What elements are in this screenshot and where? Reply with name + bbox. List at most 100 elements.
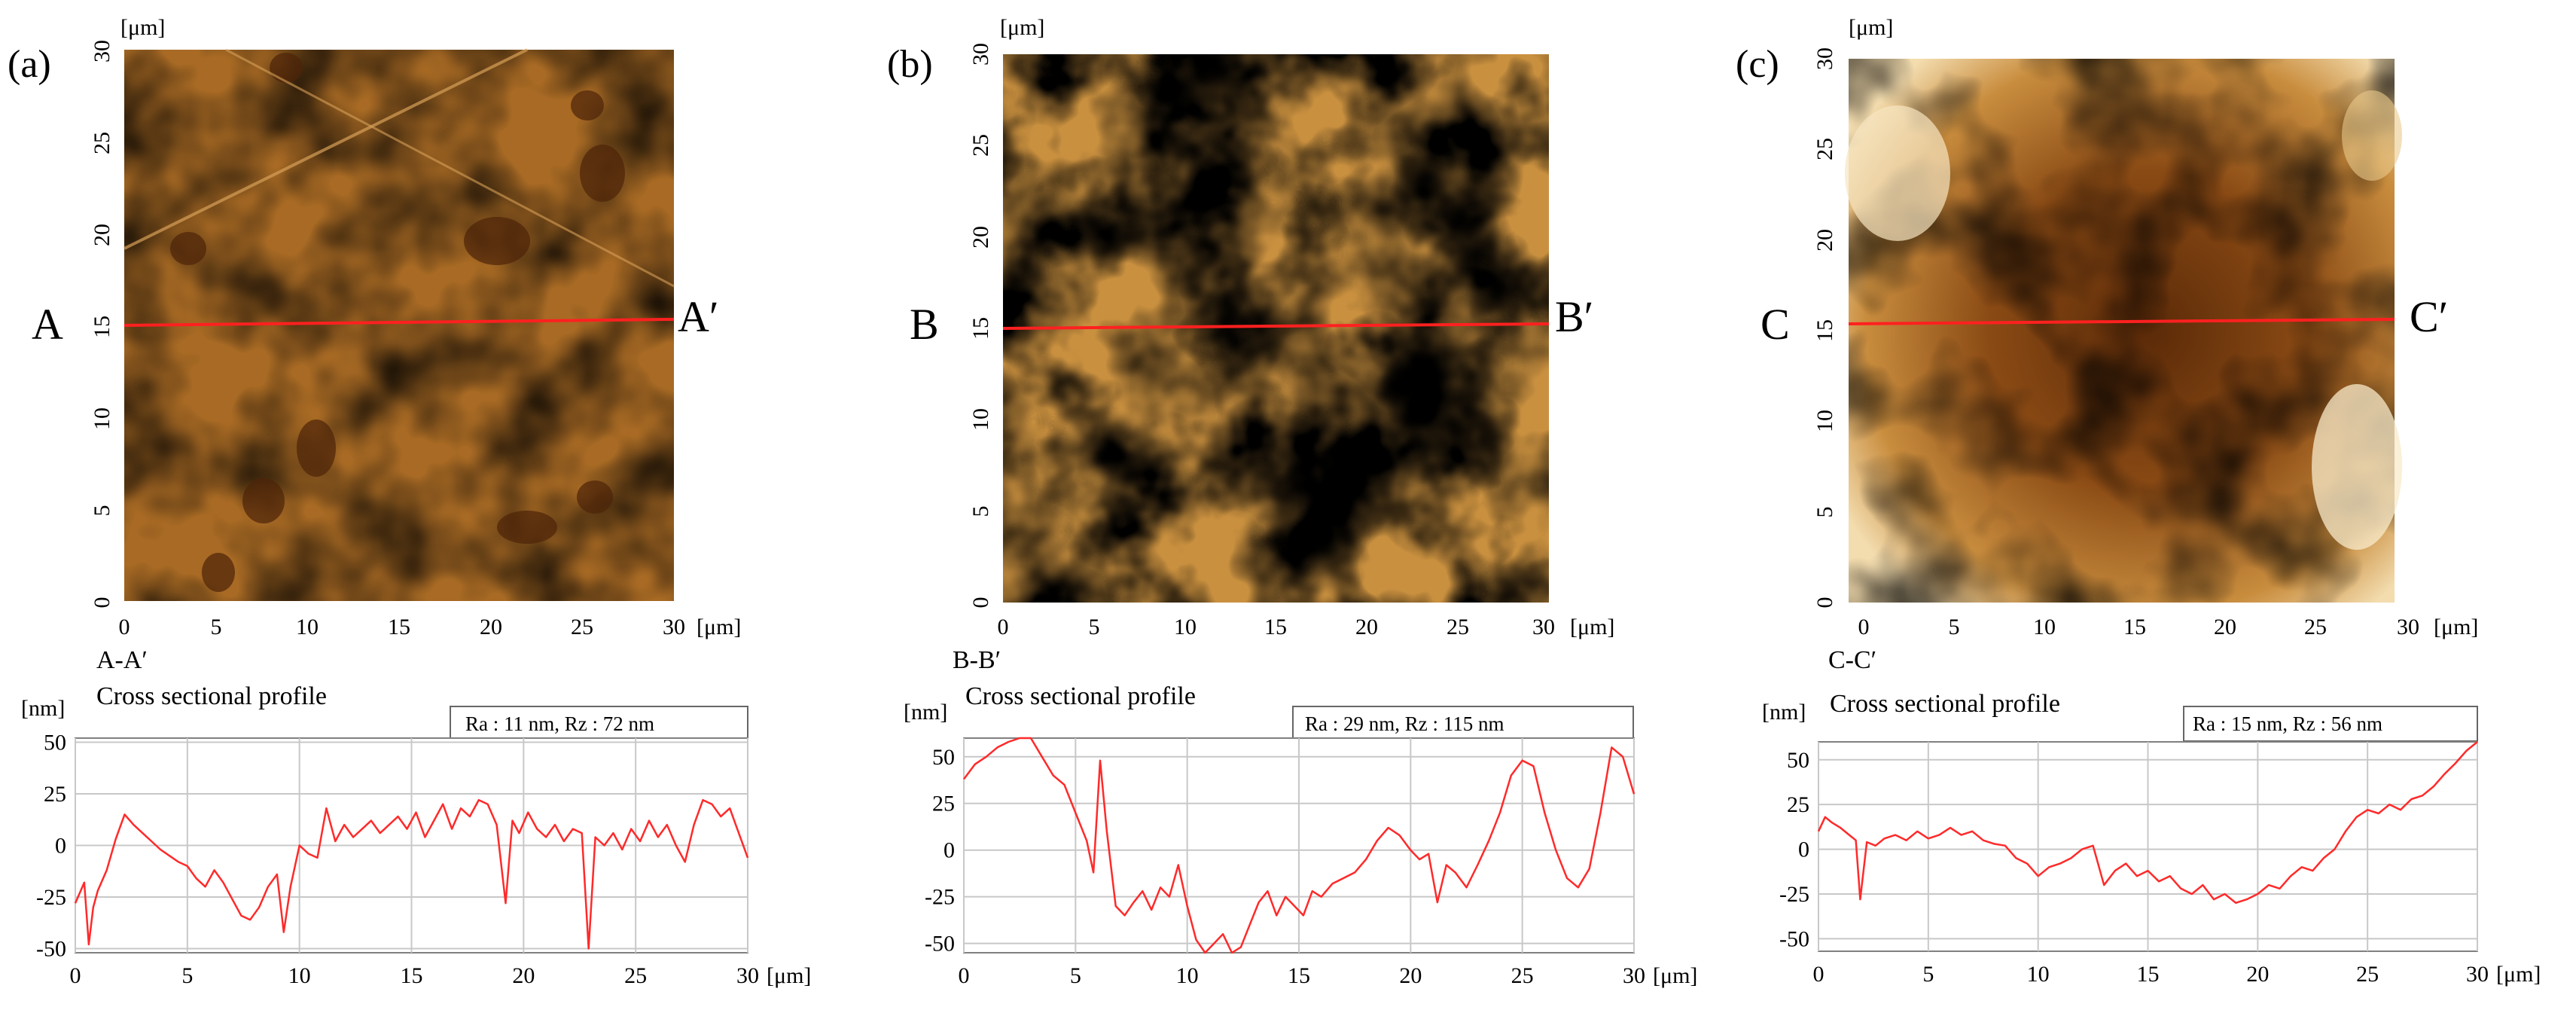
profile-xtick: 25	[624, 963, 647, 988]
section-label-b: B-B′	[953, 646, 1001, 674]
map-y-ticks-c: 0 5 10 15 20 25 30	[1812, 47, 1837, 609]
panel-b: (b) [μm] B B′ 0 5 10 15 20 25 30 0 5 10 …	[887, 15, 1697, 988]
roughness-box-b	[1292, 706, 1634, 742]
profile-xtick: 20	[1399, 963, 1422, 988]
profile-ytick: 25	[932, 792, 955, 816]
map-ytick: 5	[968, 506, 993, 517]
map-ytick: 5	[1812, 507, 1837, 518]
panel-c: (c) [μm] C C′ 0 5 10 15 20 25 30 0 5 10 …	[1736, 15, 2541, 987]
profile-xtick: 30	[1623, 963, 1645, 988]
map-unit-right-a: [μm]	[697, 615, 741, 639]
profile-yunit-a: [nm]	[21, 696, 65, 721]
map-unit-top-b: [μm]	[1000, 15, 1044, 40]
profile-ytick: -25	[36, 885, 66, 910]
profile-ytick: 25	[1787, 792, 1809, 817]
map-xtick: 25	[571, 615, 593, 639]
profile-ytick: 25	[44, 782, 66, 807]
map-ytick: 0	[90, 597, 114, 609]
map-xtick: 15	[2123, 615, 2146, 639]
profile-ytick: 50	[1787, 748, 1809, 773]
map-ytick: 30	[1812, 47, 1837, 70]
map-xtick: 10	[1174, 615, 1197, 639]
profile-xtick: 20	[2246, 962, 2269, 987]
map-ytick: 25	[90, 132, 114, 154]
profile-ytick: -25	[1779, 882, 1809, 907]
profile-xunit: [μm]	[2496, 962, 2541, 987]
profile-ytick: 50	[932, 745, 955, 770]
profile-ytick: -50	[1779, 926, 1809, 951]
panel-label-b: (b)	[887, 43, 933, 86]
profile-xtick: 5	[1070, 963, 1081, 988]
marker-a-left: A	[32, 300, 63, 349]
map-ytick: 10	[968, 408, 993, 431]
map-unit-right-c: [μm]	[2434, 615, 2478, 639]
map-xtick: 25	[2304, 615, 2327, 639]
panel-label-a: (a)	[8, 43, 51, 86]
map-ytick: 30	[90, 40, 114, 63]
map-ytick: 20	[90, 224, 114, 246]
map-xtick: 0	[119, 615, 130, 639]
map-ytick: 25	[968, 134, 993, 157]
map-xtick: 30	[1532, 615, 1555, 639]
profile-series-line	[962, 737, 1636, 954]
map-xtick: 0	[998, 615, 1009, 639]
afm-map-c	[1845, 59, 2402, 603]
section-line-c	[1848, 318, 2395, 325]
roughness-a: Ra : 11 nm, Rz : 72 nm	[465, 712, 654, 735]
map-x-ticks-b: 0 5 10 15 20 25 30 [μm]	[998, 615, 1615, 639]
profile-xtick: 30	[736, 963, 759, 988]
afm-map-a	[123, 48, 675, 601]
profile-ytick: 0	[55, 834, 66, 859]
map-y-ticks-a: 0 5 10 15 20 25 30	[90, 40, 114, 609]
profile-xtick: 25	[2356, 962, 2379, 987]
marker-b-left: B	[910, 300, 939, 349]
profile-ytick: 0	[1798, 838, 1809, 862]
map-xtick: 25	[1447, 615, 1469, 639]
map-y-ticks-b: 0 5 10 15 20 25 30	[968, 43, 993, 609]
map-unit-top-a: [μm]	[120, 15, 165, 40]
map-ytick: 15	[968, 317, 993, 340]
profile-xtick: 10	[1176, 963, 1199, 988]
marker-c-right: C′	[2410, 292, 2448, 341]
map-ytick: 15	[1812, 319, 1837, 342]
profile-ytick: 0	[944, 838, 955, 863]
marker-b-right: B′	[1555, 292, 1593, 341]
map-ytick: 5	[90, 505, 114, 517]
profile-ytick: -50	[925, 932, 955, 957]
marker-c-left: C	[1761, 300, 1790, 349]
profile-xtick: 10	[288, 963, 311, 988]
section-line-a	[123, 318, 675, 327]
profile-title-c: Cross sectional profile	[1830, 690, 2060, 718]
map-xtick: 5	[1089, 615, 1100, 639]
map-xtick: 10	[2033, 615, 2056, 639]
section-label-c: C-C′	[1828, 646, 1876, 674]
profile-xtick: 5	[1922, 962, 1934, 987]
map-xtick: 15	[1264, 615, 1287, 639]
map-xtick: 20	[1355, 615, 1378, 639]
profile-xtick: 0	[959, 963, 970, 988]
roughness-b: Ra : 29 nm, Rz : 115 nm	[1305, 712, 1504, 735]
profile-yunit-c: [nm]	[1762, 700, 1806, 725]
profile-ytick: -50	[36, 937, 66, 962]
profile-xtick: 15	[401, 963, 423, 988]
map-xtick: 5	[211, 615, 222, 639]
map-xtick: 10	[296, 615, 319, 639]
map-ytick: 20	[1812, 229, 1837, 252]
map-ytick: 30	[968, 43, 993, 66]
map-xtick: 30	[663, 615, 685, 639]
profile-xtick: 0	[1813, 962, 1825, 987]
profile-title-b: Cross sectional profile	[965, 682, 1196, 710]
profile-xtick: 10	[2027, 962, 2050, 987]
marker-a-right: A′	[678, 292, 719, 341]
profile-series-line	[74, 798, 749, 950]
profile-ytick: 50	[44, 730, 66, 755]
panel-a: (a) [μm] A A′ 0 5	[8, 15, 811, 988]
profile-xtick: 30	[2466, 962, 2489, 987]
panel-label-c: (c)	[1736, 43, 1779, 86]
map-unit-top-c: [μm]	[1849, 15, 1893, 40]
map-ytick: 20	[968, 226, 993, 249]
profile-title-a: Cross sectional profile	[96, 682, 327, 710]
